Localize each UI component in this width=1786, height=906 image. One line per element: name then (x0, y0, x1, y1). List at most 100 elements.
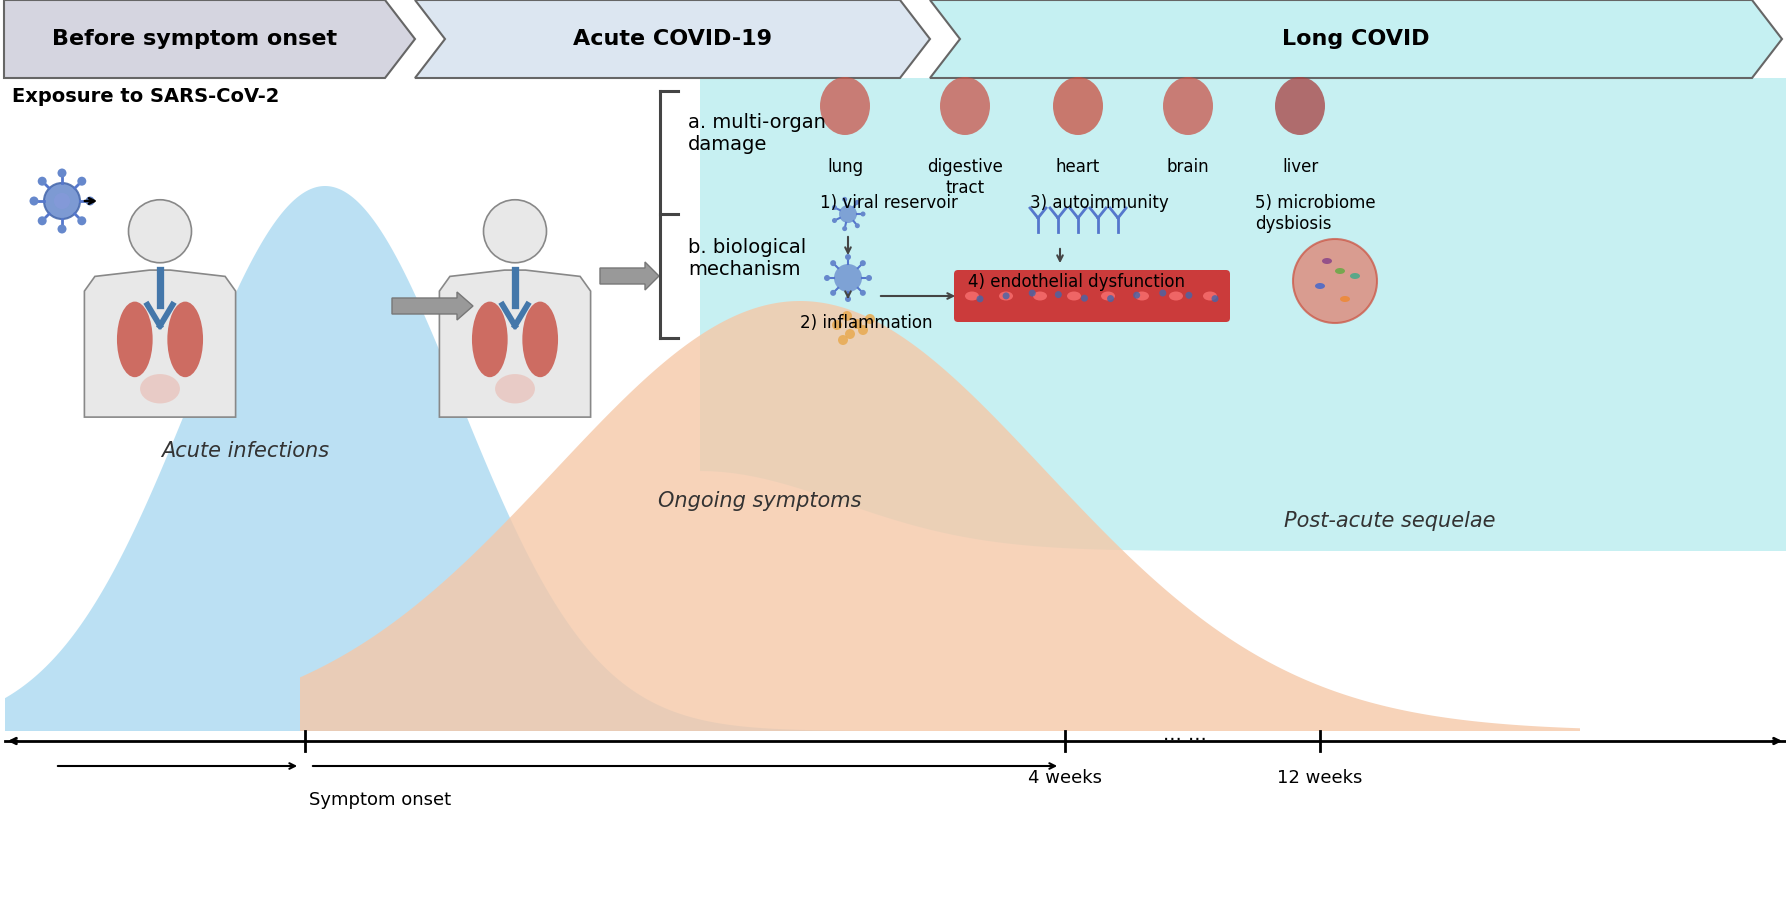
Polygon shape (414, 0, 931, 78)
Text: a. multi-organ
damage: a. multi-organ damage (688, 113, 825, 154)
Circle shape (129, 199, 191, 263)
Ellipse shape (495, 374, 536, 403)
Circle shape (843, 226, 847, 231)
Text: digestive
tract: digestive tract (927, 158, 1004, 197)
Circle shape (834, 264, 863, 292)
Circle shape (1081, 294, 1088, 302)
Circle shape (77, 217, 86, 226)
Circle shape (1159, 290, 1166, 296)
Circle shape (38, 177, 46, 186)
Circle shape (1029, 290, 1036, 296)
Ellipse shape (1204, 292, 1216, 301)
Ellipse shape (522, 302, 557, 377)
Circle shape (823, 275, 830, 281)
Ellipse shape (1054, 77, 1104, 135)
Circle shape (1107, 295, 1114, 302)
Ellipse shape (964, 292, 979, 301)
Circle shape (832, 320, 841, 330)
Circle shape (859, 290, 866, 296)
Text: ... ...: ... ... (1163, 726, 1207, 745)
Ellipse shape (472, 302, 507, 377)
Circle shape (1186, 292, 1193, 299)
Circle shape (866, 275, 872, 281)
Circle shape (841, 311, 852, 321)
Ellipse shape (139, 374, 180, 403)
FancyArrow shape (391, 292, 473, 320)
Circle shape (1056, 291, 1063, 298)
Polygon shape (931, 0, 1782, 78)
Circle shape (77, 177, 86, 186)
Circle shape (54, 193, 70, 209)
Ellipse shape (1066, 292, 1081, 301)
Text: 5) microbiome
dysbiosis: 5) microbiome dysbiosis (1256, 194, 1375, 233)
Ellipse shape (1170, 292, 1182, 301)
Polygon shape (4, 0, 414, 78)
Ellipse shape (1334, 268, 1345, 274)
Ellipse shape (168, 302, 204, 377)
Ellipse shape (1032, 292, 1047, 301)
Ellipse shape (1350, 273, 1359, 279)
Polygon shape (5, 186, 861, 731)
Text: Long COVID: Long COVID (1282, 29, 1431, 49)
Circle shape (30, 197, 39, 206)
Text: liver: liver (1282, 158, 1318, 176)
Text: b. biological
mechanism: b. biological mechanism (688, 238, 805, 279)
Ellipse shape (998, 292, 1013, 301)
Text: Acute COVID-19: Acute COVID-19 (573, 29, 772, 49)
Text: 3) autoimmunity: 3) autoimmunity (1031, 194, 1168, 212)
Ellipse shape (1314, 283, 1325, 289)
Circle shape (864, 314, 875, 324)
Circle shape (1293, 239, 1377, 323)
Ellipse shape (1275, 77, 1325, 135)
Circle shape (843, 197, 847, 202)
Text: Symptom onset: Symptom onset (309, 791, 452, 809)
Circle shape (861, 211, 866, 217)
Circle shape (855, 223, 859, 228)
Ellipse shape (939, 77, 989, 135)
Circle shape (839, 205, 857, 223)
Text: 2) inflammation: 2) inflammation (800, 314, 932, 332)
Circle shape (830, 290, 836, 296)
Circle shape (57, 225, 66, 234)
Text: Ongoing symptoms: Ongoing symptoms (659, 491, 863, 511)
Ellipse shape (1134, 292, 1148, 301)
Ellipse shape (1100, 292, 1114, 301)
Ellipse shape (1340, 296, 1350, 302)
Circle shape (832, 218, 838, 223)
FancyBboxPatch shape (954, 270, 1231, 322)
Text: Before symptom onset: Before symptom onset (52, 29, 338, 49)
Text: lung: lung (827, 158, 863, 176)
Text: Post-acute sequelae: Post-acute sequelae (1284, 511, 1495, 531)
Ellipse shape (1322, 258, 1332, 264)
FancyArrow shape (600, 262, 659, 290)
Circle shape (484, 199, 547, 263)
Circle shape (977, 295, 984, 303)
Circle shape (838, 335, 848, 345)
Circle shape (845, 296, 850, 302)
Text: 12 weeks: 12 weeks (1277, 769, 1363, 787)
Circle shape (1211, 295, 1218, 302)
Polygon shape (300, 301, 1581, 731)
Text: 4) endothelial dysfunction: 4) endothelial dysfunction (968, 273, 1184, 291)
Text: Acute infections: Acute infections (161, 441, 329, 461)
Circle shape (845, 329, 855, 339)
Text: 4 weeks: 4 weeks (1029, 769, 1102, 787)
Circle shape (832, 205, 838, 210)
Text: Exposure to SARS-CoV-2: Exposure to SARS-CoV-2 (13, 86, 279, 105)
Ellipse shape (1163, 77, 1213, 135)
Polygon shape (700, 78, 1786, 551)
Ellipse shape (116, 302, 152, 377)
Circle shape (859, 260, 866, 266)
Circle shape (830, 260, 836, 266)
Circle shape (86, 197, 95, 206)
Polygon shape (439, 270, 591, 417)
Text: 1) viral reservoir: 1) viral reservoir (820, 194, 957, 212)
Circle shape (855, 199, 859, 205)
Circle shape (845, 254, 850, 260)
Circle shape (45, 183, 80, 219)
Circle shape (1132, 292, 1139, 299)
Circle shape (57, 169, 66, 178)
Circle shape (1002, 293, 1009, 299)
Polygon shape (84, 270, 236, 417)
Text: heart: heart (1056, 158, 1100, 176)
